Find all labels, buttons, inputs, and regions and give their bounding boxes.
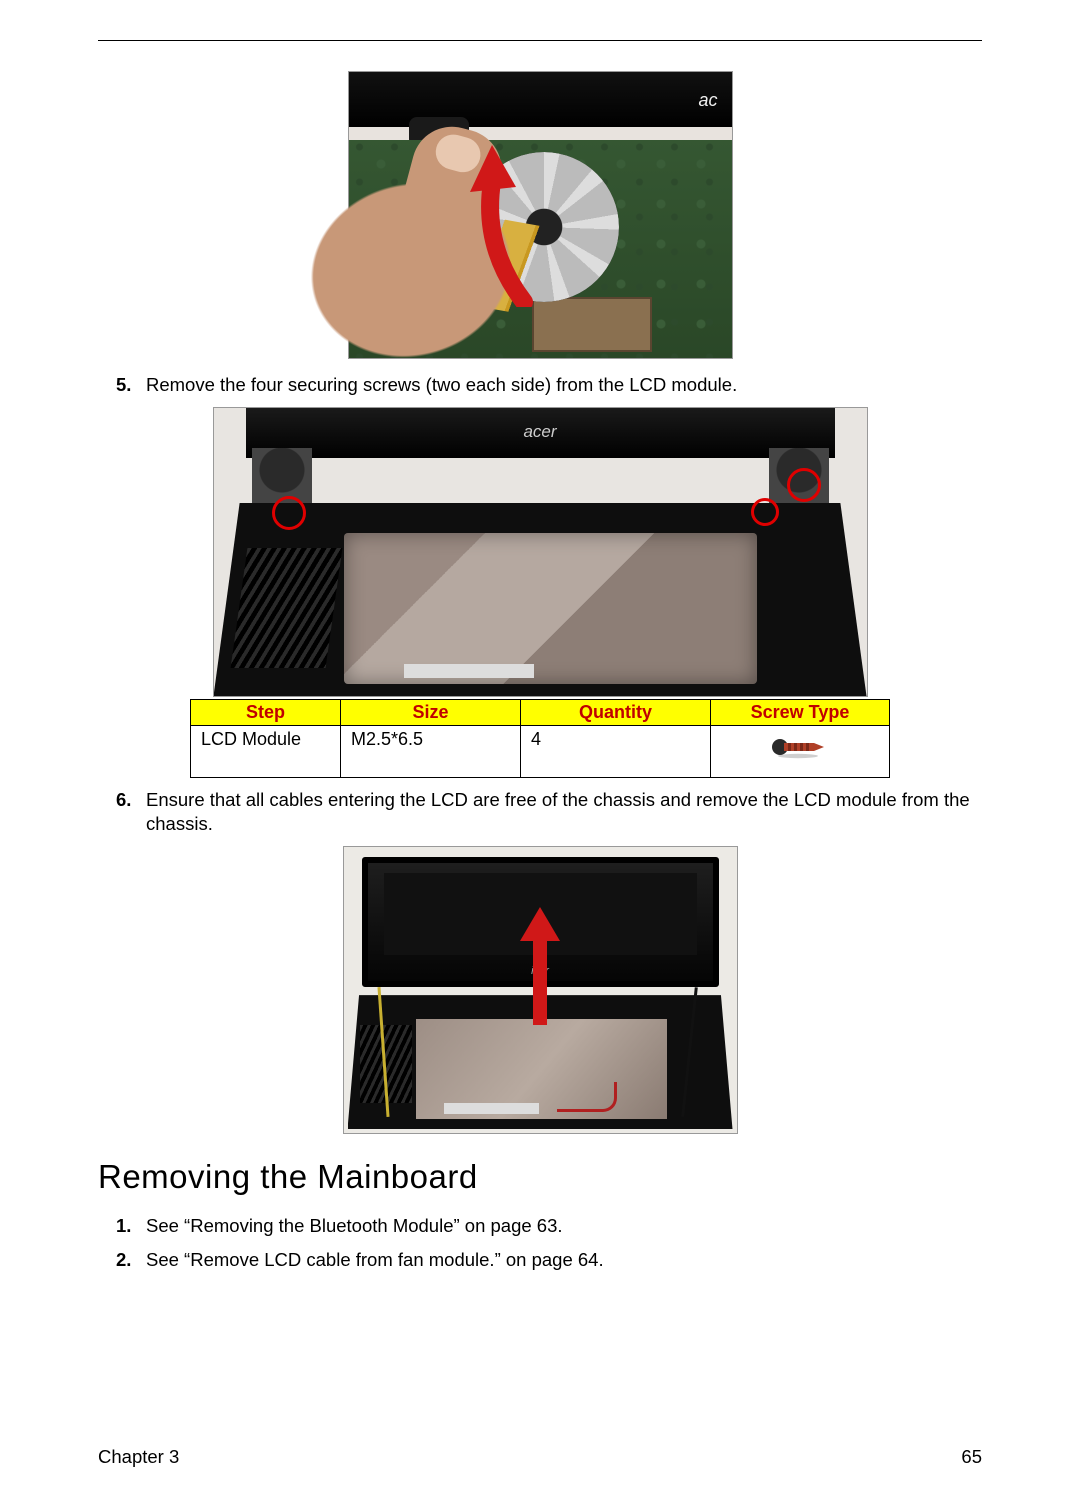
brand-text: acer <box>523 422 556 442</box>
step-number: 2. <box>116 1248 146 1272</box>
step-number: 6. <box>116 788 146 836</box>
th-step: Step <box>191 700 341 726</box>
mainboard-step-2: 2. See “Remove LCD cable from fan module… <box>116 1248 982 1272</box>
instruction-step-6: 6. Ensure that all cables entering the L… <box>116 788 982 836</box>
step-text: See “Remove LCD cable from fan module.” … <box>146 1248 982 1272</box>
figure-lcd-removal: icer <box>343 846 738 1134</box>
screw-marker-icon <box>272 496 306 530</box>
step-number: 5. <box>116 373 146 397</box>
cell-screw-type <box>711 726 890 778</box>
step-text: Remove the four securing screws (two eac… <box>146 373 982 397</box>
mainboard-step-1: 1. See “Removing the Bluetooth Module” o… <box>116 1214 982 1238</box>
screw-spec-table: Step Size Quantity Screw Type LCD Module… <box>190 699 890 778</box>
screw-marker-icon <box>787 468 821 502</box>
footer-page: 65 <box>961 1446 982 1468</box>
step-number: 1. <box>116 1214 146 1238</box>
up-arrow-icon <box>520 907 560 1027</box>
page-footer: Chapter 3 65 <box>98 1446 982 1468</box>
instruction-step-5: 5. Remove the four securing screws (two … <box>116 373 982 397</box>
table-row: LCD Module M2.5*6.5 4 <box>191 726 890 778</box>
th-type: Screw Type <box>711 700 890 726</box>
th-size: Size <box>341 700 521 726</box>
step-text: See “Removing the Bluetooth Module” on p… <box>146 1214 982 1238</box>
cell-size: M2.5*6.5 <box>341 726 521 778</box>
th-qty: Quantity <box>521 700 711 726</box>
section-heading: Removing the Mainboard <box>98 1158 982 1196</box>
figure-fan-removal: ac <box>348 71 733 359</box>
cell-step: LCD Module <box>191 726 341 778</box>
footer-chapter: Chapter 3 <box>98 1446 179 1468</box>
screw-icon <box>770 735 830 759</box>
brand-text: ac <box>698 90 717 111</box>
cell-qty: 4 <box>521 726 711 778</box>
step-text: Ensure that all cables entering the LCD … <box>146 788 982 836</box>
lift-arrow-icon <box>464 137 554 307</box>
top-rule <box>98 40 982 41</box>
figure-chassis-screws: acer <box>213 407 868 697</box>
screw-marker-icon <box>751 498 779 526</box>
